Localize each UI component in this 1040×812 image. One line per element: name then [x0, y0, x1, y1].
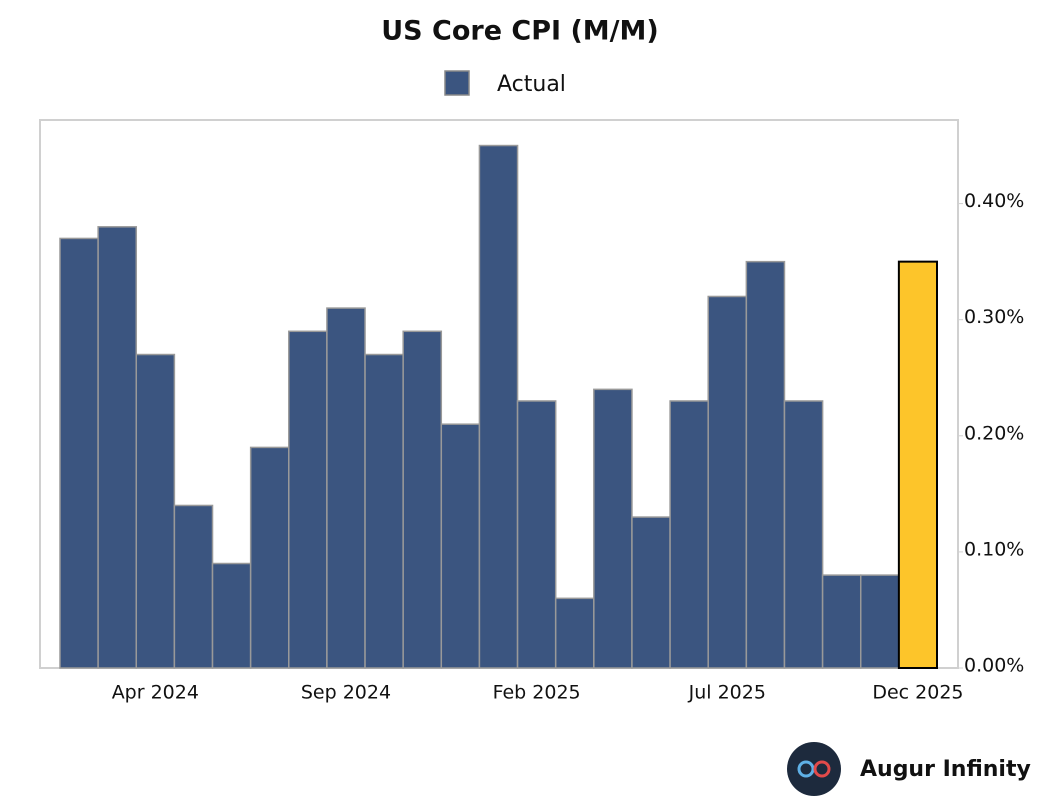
bar [821, 574, 862, 669]
y-tick-label: 0.00% [964, 655, 1024, 677]
bar [211, 562, 252, 669]
bar [859, 574, 900, 669]
y-tick-label: 0.40% [964, 190, 1024, 212]
x-tick-label: Sep 2024 [301, 682, 391, 704]
bar [707, 295, 748, 669]
bar [135, 353, 176, 669]
y-tick-label: 0.30% [964, 306, 1024, 328]
bar [897, 260, 939, 669]
x-tick-label: Dec 2025 [872, 682, 963, 704]
bar [288, 330, 328, 669]
legend-swatch [444, 70, 470, 96]
bar [440, 423, 481, 669]
brand-name: Augur Infinity [860, 757, 1031, 782]
legend-label: Actual [497, 72, 566, 97]
y-tick-label: 0.20% [964, 422, 1024, 444]
bar [669, 400, 709, 669]
bar [364, 353, 404, 669]
x-tick-label: Feb 2025 [493, 682, 581, 704]
bar [516, 400, 557, 669]
y-tick-label: 0.10% [964, 538, 1024, 560]
bar [745, 260, 786, 669]
x-tick-label: Apr 2024 [112, 682, 199, 704]
chart-title: US Core CPI (M/M) [381, 16, 659, 47]
bar [59, 237, 99, 669]
x-tick-label: Jul 2025 [688, 682, 766, 704]
bar [631, 516, 671, 669]
brand-logo [787, 742, 841, 796]
bar [97, 226, 138, 669]
bar [593, 388, 633, 669]
bar [402, 330, 443, 669]
bar [249, 446, 290, 669]
bar [173, 504, 214, 669]
bar [783, 400, 824, 669]
bar [326, 307, 366, 669]
bar [478, 144, 519, 669]
bar [554, 597, 595, 669]
